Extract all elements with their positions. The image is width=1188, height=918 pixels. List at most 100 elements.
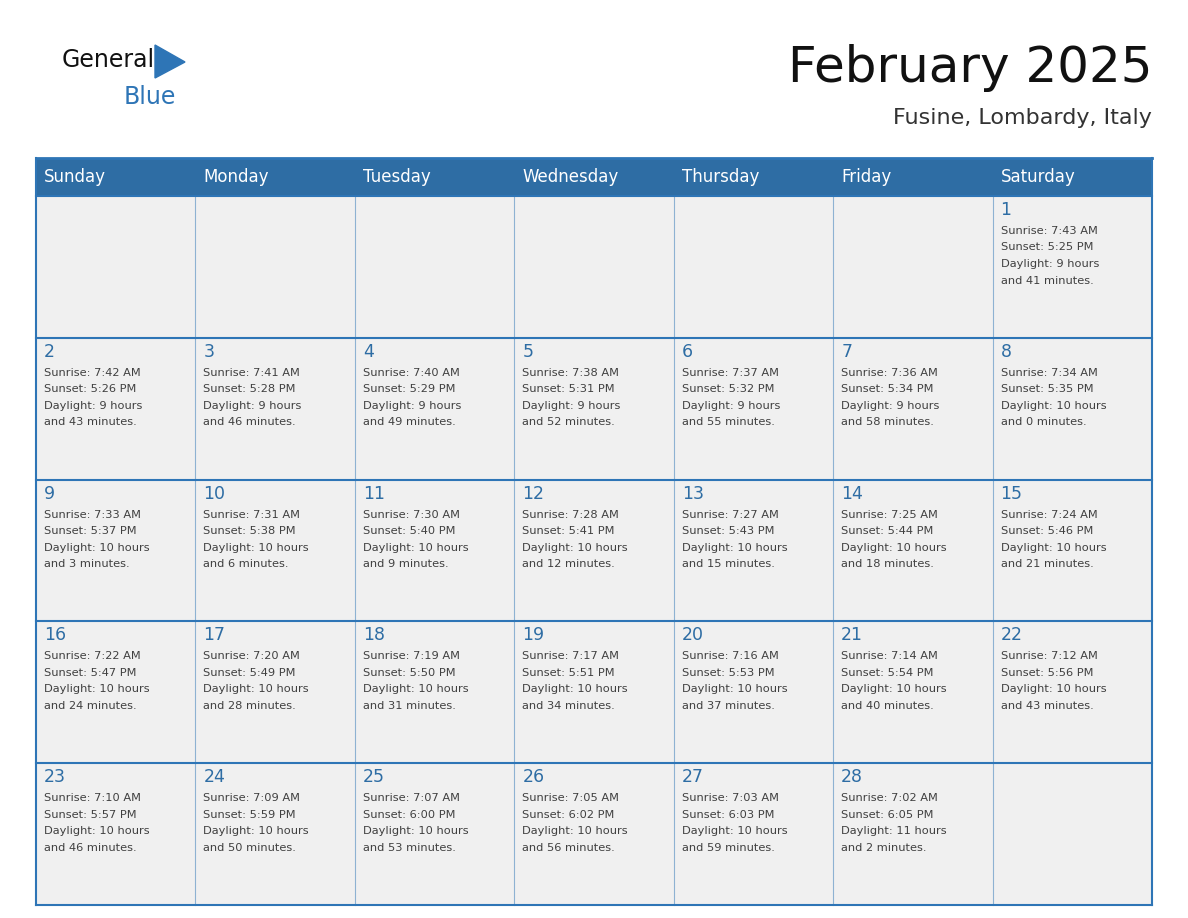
- Text: Daylight: 10 hours: Daylight: 10 hours: [44, 543, 150, 553]
- Text: Sunset: 5:51 PM: Sunset: 5:51 PM: [523, 668, 615, 677]
- Text: 27: 27: [682, 768, 703, 786]
- Text: Sunset: 5:53 PM: Sunset: 5:53 PM: [682, 668, 775, 677]
- Text: and 56 minutes.: and 56 minutes.: [523, 843, 615, 853]
- Text: Daylight: 10 hours: Daylight: 10 hours: [362, 543, 468, 553]
- Text: Sunrise: 7:28 AM: Sunrise: 7:28 AM: [523, 509, 619, 520]
- Text: and 55 minutes.: and 55 minutes.: [682, 418, 775, 427]
- Text: Daylight: 10 hours: Daylight: 10 hours: [362, 685, 468, 694]
- Text: and 46 minutes.: and 46 minutes.: [203, 418, 296, 427]
- Text: and 59 minutes.: and 59 minutes.: [682, 843, 775, 853]
- Text: Sunrise: 7:41 AM: Sunrise: 7:41 AM: [203, 368, 301, 378]
- Text: Sunrise: 7:33 AM: Sunrise: 7:33 AM: [44, 509, 141, 520]
- Text: and 46 minutes.: and 46 minutes.: [44, 843, 137, 853]
- Bar: [514, 621, 674, 763]
- Text: and 21 minutes.: and 21 minutes.: [1000, 559, 1093, 569]
- Text: 3: 3: [203, 342, 214, 361]
- Text: Sunset: 5:32 PM: Sunset: 5:32 PM: [682, 385, 775, 395]
- Text: and 3 minutes.: and 3 minutes.: [44, 559, 129, 569]
- Text: 25: 25: [362, 768, 385, 786]
- Text: Sunset: 6:05 PM: Sunset: 6:05 PM: [841, 810, 934, 820]
- Text: Sunrise: 7:17 AM: Sunrise: 7:17 AM: [523, 652, 619, 661]
- Text: and 49 minutes.: and 49 minutes.: [362, 418, 456, 427]
- Bar: [196, 621, 355, 763]
- Text: Daylight: 10 hours: Daylight: 10 hours: [841, 543, 947, 553]
- Bar: [833, 763, 992, 905]
- Text: Sunday: Sunday: [44, 168, 106, 186]
- Text: 9: 9: [44, 485, 55, 502]
- Text: Sunrise: 7:30 AM: Sunrise: 7:30 AM: [362, 509, 460, 520]
- Text: Daylight: 9 hours: Daylight: 9 hours: [362, 401, 461, 410]
- Text: and 40 minutes.: and 40 minutes.: [841, 701, 934, 711]
- Text: 26: 26: [523, 768, 544, 786]
- Text: 15: 15: [1000, 485, 1023, 502]
- Bar: [833, 479, 992, 621]
- Text: Sunset: 5:49 PM: Sunset: 5:49 PM: [203, 668, 296, 677]
- Text: Sunrise: 7:07 AM: Sunrise: 7:07 AM: [362, 793, 460, 803]
- Text: 28: 28: [841, 768, 864, 786]
- Text: Sunrise: 7:37 AM: Sunrise: 7:37 AM: [682, 368, 778, 378]
- Text: Daylight: 9 hours: Daylight: 9 hours: [841, 401, 940, 410]
- Bar: [833, 338, 992, 479]
- Text: and 0 minutes.: and 0 minutes.: [1000, 418, 1086, 427]
- Bar: [992, 763, 1152, 905]
- Text: Daylight: 10 hours: Daylight: 10 hours: [44, 826, 150, 836]
- Text: Sunset: 5:37 PM: Sunset: 5:37 PM: [44, 526, 137, 536]
- Bar: [355, 763, 514, 905]
- Text: 20: 20: [682, 626, 703, 644]
- Text: Sunset: 5:38 PM: Sunset: 5:38 PM: [203, 526, 296, 536]
- Text: Sunrise: 7:19 AM: Sunrise: 7:19 AM: [362, 652, 460, 661]
- Text: 24: 24: [203, 768, 226, 786]
- Text: Sunset: 5:31 PM: Sunset: 5:31 PM: [523, 385, 615, 395]
- Text: Sunset: 5:50 PM: Sunset: 5:50 PM: [362, 668, 455, 677]
- Text: Tuesday: Tuesday: [362, 168, 430, 186]
- Text: Sunrise: 7:14 AM: Sunrise: 7:14 AM: [841, 652, 939, 661]
- Bar: [992, 479, 1152, 621]
- Text: Daylight: 10 hours: Daylight: 10 hours: [523, 543, 628, 553]
- Bar: [514, 763, 674, 905]
- Bar: [355, 479, 514, 621]
- Text: and 15 minutes.: and 15 minutes.: [682, 559, 775, 569]
- Text: Monday: Monday: [203, 168, 268, 186]
- Text: General: General: [62, 48, 156, 72]
- Bar: [992, 338, 1152, 479]
- Text: 18: 18: [362, 626, 385, 644]
- Text: Sunset: 5:26 PM: Sunset: 5:26 PM: [44, 385, 137, 395]
- Text: Sunrise: 7:43 AM: Sunrise: 7:43 AM: [1000, 226, 1098, 236]
- Text: Sunrise: 7:09 AM: Sunrise: 7:09 AM: [203, 793, 301, 803]
- Text: and 28 minutes.: and 28 minutes.: [203, 701, 296, 711]
- Text: Daylight: 10 hours: Daylight: 10 hours: [682, 543, 788, 553]
- Bar: [514, 479, 674, 621]
- Text: Daylight: 10 hours: Daylight: 10 hours: [203, 685, 309, 694]
- Text: Daylight: 10 hours: Daylight: 10 hours: [203, 543, 309, 553]
- Text: February 2025: February 2025: [788, 44, 1152, 92]
- Text: Wednesday: Wednesday: [523, 168, 619, 186]
- Text: Sunrise: 7:24 AM: Sunrise: 7:24 AM: [1000, 509, 1098, 520]
- Text: Sunset: 5:44 PM: Sunset: 5:44 PM: [841, 526, 934, 536]
- Text: Sunset: 5:43 PM: Sunset: 5:43 PM: [682, 526, 775, 536]
- Text: 5: 5: [523, 342, 533, 361]
- Text: Sunset: 5:35 PM: Sunset: 5:35 PM: [1000, 385, 1093, 395]
- Text: and 31 minutes.: and 31 minutes.: [362, 701, 456, 711]
- Bar: [196, 763, 355, 905]
- Bar: [355, 338, 514, 479]
- Text: Thursday: Thursday: [682, 168, 759, 186]
- Text: Daylight: 10 hours: Daylight: 10 hours: [203, 826, 309, 836]
- Text: and 9 minutes.: and 9 minutes.: [362, 559, 449, 569]
- Text: Daylight: 9 hours: Daylight: 9 hours: [1000, 259, 1099, 269]
- Text: Sunset: 5:40 PM: Sunset: 5:40 PM: [362, 526, 455, 536]
- Text: Sunrise: 7:10 AM: Sunrise: 7:10 AM: [44, 793, 141, 803]
- Text: and 6 minutes.: and 6 minutes.: [203, 559, 289, 569]
- Bar: [355, 621, 514, 763]
- Text: and 50 minutes.: and 50 minutes.: [203, 843, 296, 853]
- Text: Blue: Blue: [124, 85, 176, 109]
- Text: 14: 14: [841, 485, 862, 502]
- Bar: [514, 196, 674, 338]
- Text: Sunrise: 7:27 AM: Sunrise: 7:27 AM: [682, 509, 778, 520]
- Text: 16: 16: [44, 626, 67, 644]
- Text: and 52 minutes.: and 52 minutes.: [523, 418, 615, 427]
- Text: Sunrise: 7:02 AM: Sunrise: 7:02 AM: [841, 793, 939, 803]
- Text: Daylight: 10 hours: Daylight: 10 hours: [841, 685, 947, 694]
- Text: and 58 minutes.: and 58 minutes.: [841, 418, 934, 427]
- Text: Daylight: 10 hours: Daylight: 10 hours: [523, 826, 628, 836]
- Text: Daylight: 10 hours: Daylight: 10 hours: [1000, 685, 1106, 694]
